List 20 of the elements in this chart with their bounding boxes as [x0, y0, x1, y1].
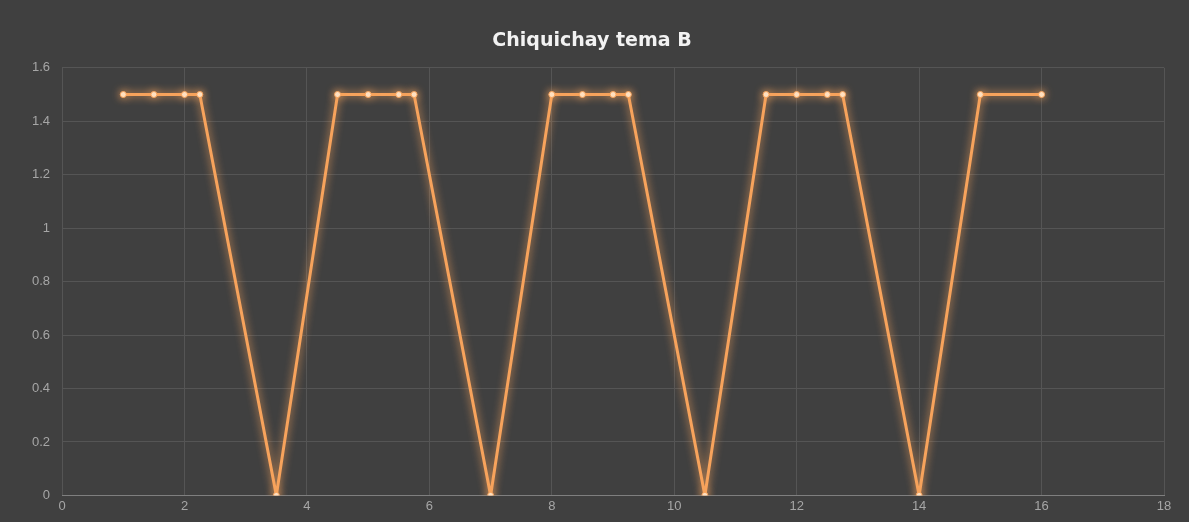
x-tick-label: 6	[425, 497, 433, 513]
x-tick-label: 18	[1156, 497, 1172, 513]
chart-title: Chiquichay tema B	[492, 28, 692, 51]
x-tick-label: 8	[548, 497, 556, 513]
x-tick-label: 16	[1034, 497, 1049, 513]
x-tick-label: 14	[911, 497, 927, 513]
x-tick-label: 4	[303, 497, 311, 513]
x-tick-label: 10	[667, 497, 682, 513]
x-tick-label: 0	[58, 497, 66, 513]
y-tick-label: 1.2	[31, 166, 51, 182]
y-tick-label: 0	[42, 486, 51, 502]
x-tick-label: 12	[789, 497, 804, 513]
y-tick-label: 0.8	[31, 273, 51, 289]
y-tick-label: 1.4	[31, 112, 51, 128]
y-tick-label: 1.6	[31, 59, 51, 75]
y-tick-label: 0.2	[31, 433, 51, 449]
y-tick-label: 0.6	[31, 326, 51, 342]
x-tick-label: 2	[180, 497, 189, 513]
y-tick-label: 1	[42, 219, 51, 235]
y-tick-label: 0.4	[31, 380, 51, 396]
